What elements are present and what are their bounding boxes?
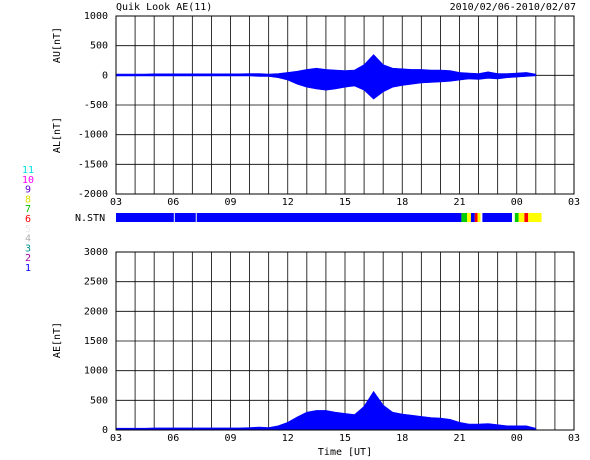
y-tick-label: -2000 (78, 189, 108, 200)
x-tick-label: 18 (396, 433, 408, 444)
area (115, 54, 537, 76)
station-legend-label: 5 (25, 224, 31, 235)
x-tick-label: 00 (511, 433, 523, 444)
y-tick-label: 0 (102, 70, 108, 81)
station-legend-label: 1 (25, 263, 31, 274)
y-axis-label: AU[nT] (52, 27, 63, 63)
date-range: 2010/02/06-2010/02/07 (450, 2, 576, 13)
plot-frame (115, 251, 575, 431)
station-legend-label: 10 (22, 175, 34, 186)
x-tick-label: 12 (282, 433, 294, 444)
x-tick-label: 15 (339, 433, 351, 444)
x-tick-label: 18 (396, 197, 408, 208)
y-tick-label: 0 (102, 425, 108, 436)
y-axis-label: AL[nT] (52, 117, 63, 153)
x-tick-label: 15 (339, 197, 351, 208)
area (115, 390, 537, 431)
station-segment (518, 213, 525, 222)
station-legend-label: 6 (25, 214, 31, 225)
y-tick-label: 500 (90, 41, 108, 52)
x-tick-label: 21 (453, 197, 465, 208)
station-legend-label: 11 (22, 165, 34, 176)
y-tick-label: 1000 (84, 366, 108, 377)
x-tick-label: 06 (167, 433, 179, 444)
y-tick-label: -1000 (78, 130, 108, 141)
x-tick-label: 03 (568, 433, 580, 444)
x-tick-label: 03 (110, 433, 122, 444)
y-tick-label: -1500 (78, 159, 108, 170)
x-tick-label: 03 (568, 197, 580, 208)
y-tick-label: 1000 (84, 11, 108, 22)
station-legend-label: 7 (25, 204, 31, 215)
x-tick-label: 06 (167, 197, 179, 208)
x-tick-label: 12 (282, 197, 294, 208)
x-axis-label: Time [UT] (318, 447, 372, 458)
station-segment (524, 213, 529, 222)
station-segment (196, 213, 462, 222)
station-segment (470, 213, 475, 222)
station-legend-label: 3 (25, 243, 31, 254)
station-segment (528, 213, 542, 222)
station-legend-label: 9 (25, 185, 31, 196)
station-segment (116, 213, 174, 222)
station-segment (514, 213, 519, 222)
station-segment (174, 213, 196, 222)
x-tick-label: 09 (224, 433, 236, 444)
y-tick-label: -500 (84, 100, 108, 111)
y-tick-label: 500 (90, 395, 108, 406)
station-segment (474, 213, 478, 222)
y-tick-label: 1500 (84, 336, 108, 347)
station-bar-label: N.STN (75, 213, 105, 224)
station-legend-label: 8 (25, 194, 31, 205)
x-tick-label: 09 (224, 197, 236, 208)
plot-frame (115, 15, 575, 195)
y-tick-label: 3000 (84, 247, 108, 258)
x-tick-label: 21 (453, 433, 465, 444)
y-tick-label: 2500 (84, 277, 108, 288)
station-segment (467, 213, 471, 222)
x-tick-label: 00 (511, 197, 523, 208)
y-axis-label: AE[nT] (52, 322, 63, 358)
station-legend-label: 4 (25, 234, 31, 245)
x-tick-label: 03 (110, 197, 122, 208)
area (115, 75, 537, 100)
station-segment (461, 213, 468, 222)
station-segment (482, 213, 512, 222)
station-segment (477, 213, 481, 222)
station-legend-label: 2 (25, 253, 31, 264)
chart-title: Quik Look AE(11) (116, 2, 212, 13)
y-tick-label: 2000 (84, 306, 108, 317)
